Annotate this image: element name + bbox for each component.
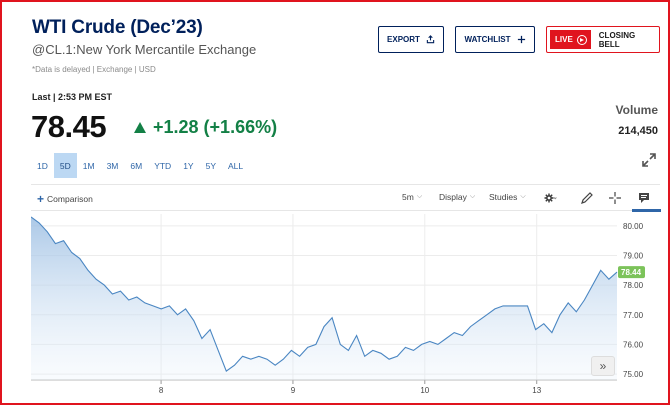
x-tick-label: 10 <box>420 386 429 395</box>
x-tick-label: 13 <box>532 386 541 395</box>
delay-note: *Data is delayed | Exchange | USD <box>32 65 156 74</box>
last-price-badge <box>618 266 645 279</box>
export-label: EXPORT <box>387 35 420 44</box>
range-tab-5d[interactable]: 5D <box>53 153 77 178</box>
export-button[interactable]: EXPORT <box>378 26 444 53</box>
last-price: 78.45 <box>31 109 107 144</box>
scroll-to-latest-button[interactable]: » <box>591 356 615 376</box>
plus-icon: + <box>37 192 45 206</box>
interval-select[interactable]: 5m ⌵ <box>402 192 422 202</box>
display-select[interactable]: Display ⌵ <box>439 192 475 202</box>
price-series-line <box>31 216 618 372</box>
closing-bell-button[interactable]: LIVE CLOSING BELL <box>546 26 660 53</box>
range-tab-all[interactable]: ALL <box>228 160 244 171</box>
up-arrow-icon <box>134 122 146 133</box>
last-price-badge-label: 78.44 <box>621 268 642 277</box>
price-area-fill <box>31 217 617 380</box>
page-title: WTI Crude (Dec’23) <box>32 17 203 38</box>
live-label: LIVE <box>555 35 573 44</box>
export-icon <box>426 35 435 44</box>
volume-label: Volume <box>615 103 658 117</box>
price-change-value: +1.28 (+1.66%) <box>153 117 278 137</box>
crosshair-icon[interactable] <box>608 191 622 205</box>
range-tabs: 1D 5D 1M 3M 6M YTD 1Y 5Y ALL <box>31 153 249 178</box>
price-chart[interactable]: 75.00 76.00 77.00 78.00 79.00 80.00 8 9 10 13 78.4… <box>31 212 660 402</box>
watchlist-button[interactable]: WATCHLIST <box>455 26 535 53</box>
display-label: Display <box>439 192 467 202</box>
volume-value: 214,450 <box>618 125 658 137</box>
pencil-icon[interactable] <box>580 191 594 205</box>
range-tab-1y[interactable]: 1Y <box>183 160 194 171</box>
price-change: +1.28 (+1.66%) <box>134 117 277 138</box>
chevron-down-icon: ⌵ <box>520 193 526 200</box>
watchlist-label: WATCHLIST <box>464 35 511 44</box>
y-tick-label: 75.00 <box>623 370 644 379</box>
double-chevron-right-icon: » <box>599 359 607 373</box>
y-tick-label: 79.00 <box>623 252 644 261</box>
y-tick-label: 80.00 <box>623 222 644 231</box>
y-tick-label: 78.00 <box>623 281 644 290</box>
y-tick-label: 77.00 <box>623 311 644 320</box>
studies-label: Studies <box>489 192 518 202</box>
comparison-button[interactable]: + Comparison <box>37 192 93 206</box>
last-trade-time: Last | 2:53 PM EST <box>32 92 113 102</box>
comment-icon[interactable] <box>637 191 651 205</box>
crosshair-active-indicator <box>632 209 661 212</box>
x-tick-label: 9 <box>291 386 296 395</box>
closing-bell-label: CLOSING BELL <box>598 30 636 49</box>
exchange-subtitle: @CL.1:New York Mercantile Exchange <box>32 42 257 57</box>
range-tab-3m[interactable]: 3M <box>106 160 119 171</box>
expand-icon[interactable] <box>641 152 657 168</box>
range-tab-1d[interactable]: 1D <box>37 160 48 171</box>
chevron-down-icon: ⌵ <box>469 193 476 200</box>
x-tick-label: 8 <box>159 386 164 395</box>
gear-icon[interactable] <box>543 191 557 205</box>
range-tab-5y[interactable]: 5Y <box>205 160 216 171</box>
range-tab-1m[interactable]: 1M <box>82 160 95 171</box>
range-tab-6m[interactable]: 6M <box>130 160 143 171</box>
interval-label: 5m <box>402 192 414 202</box>
chevron-down-icon: ⌵ <box>416 193 423 200</box>
studies-select[interactable]: Studies ⌵ <box>489 192 526 202</box>
price-chart-svg: 75.00 76.00 77.00 78.00 79.00 80.00 8 9 10 13 78.4… <box>31 214 645 395</box>
chart-toolbar: + Comparison 5m ⌵ Display ⌵ Studies ⌵ <box>31 184 661 212</box>
live-badge: LIVE <box>550 30 591 49</box>
plus-icon <box>517 35 525 44</box>
play-icon <box>576 34 587 45</box>
comparison-label: Comparison <box>47 194 93 204</box>
y-tick-label: 76.00 <box>623 340 644 349</box>
range-tab-ytd[interactable]: YTD <box>154 160 172 171</box>
